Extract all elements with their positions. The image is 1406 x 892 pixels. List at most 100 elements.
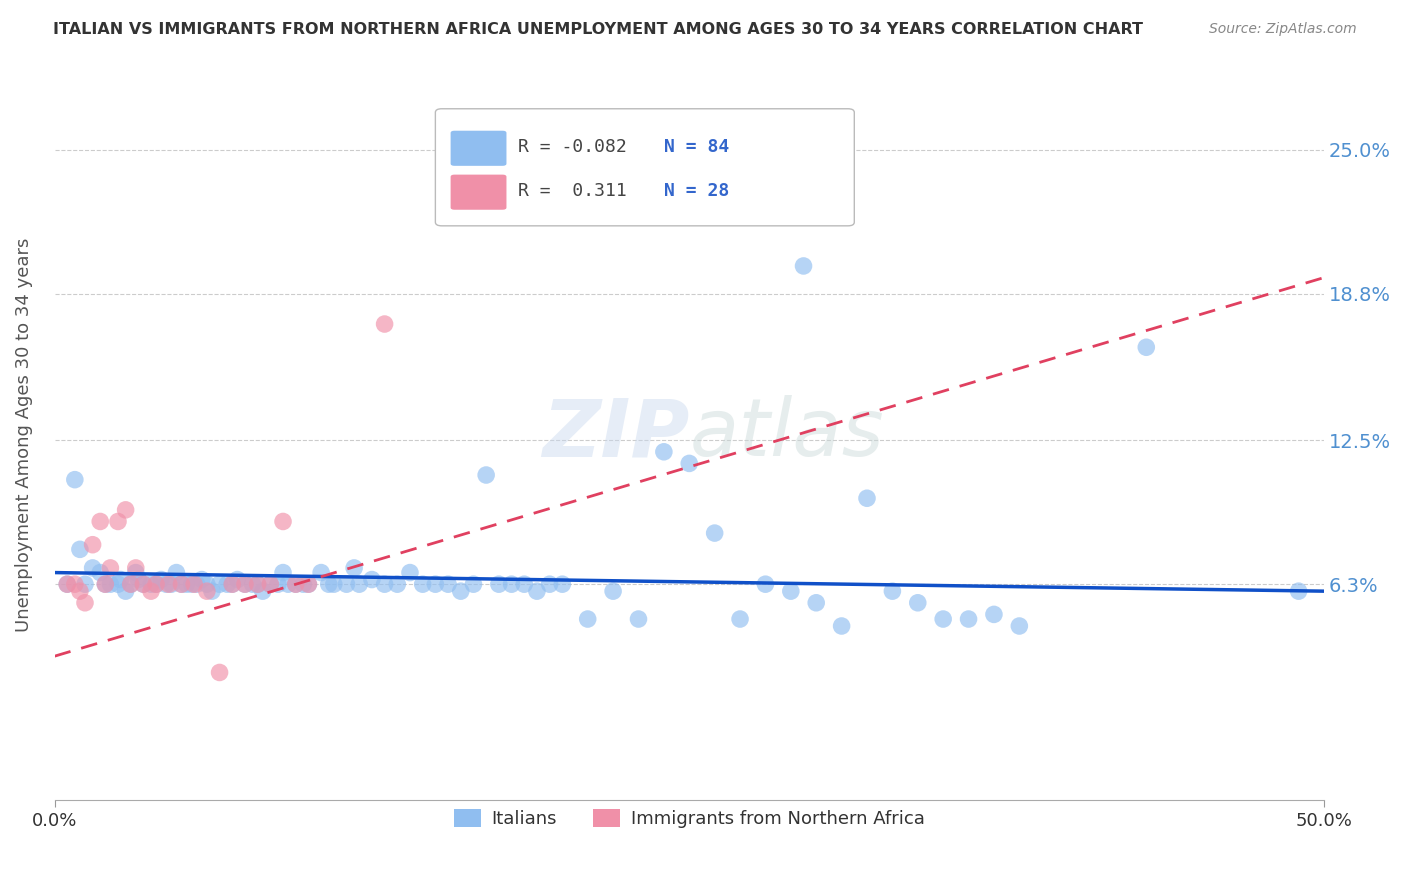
Point	[412, 577, 434, 591]
Point	[361, 573, 384, 587]
Point	[69, 584, 91, 599]
Point	[284, 577, 307, 591]
Point	[246, 577, 269, 591]
Text: atlas: atlas	[689, 395, 884, 474]
Point	[170, 577, 193, 591]
Point	[114, 503, 136, 517]
Point	[831, 619, 853, 633]
Point	[488, 577, 510, 591]
Point	[277, 577, 299, 591]
Legend: Italians, Immigrants from Northern Africa: Italians, Immigrants from Northern Afric…	[446, 801, 932, 835]
Point	[297, 577, 319, 591]
Point	[139, 584, 162, 599]
Point	[501, 577, 523, 591]
Text: R = -0.082: R = -0.082	[517, 137, 627, 156]
Point	[191, 573, 214, 587]
Point	[139, 577, 162, 591]
Point	[425, 577, 447, 591]
Point	[374, 577, 396, 591]
Point	[73, 596, 96, 610]
Point	[94, 577, 117, 591]
Point	[259, 577, 281, 591]
Point	[437, 577, 460, 591]
Point	[233, 577, 256, 591]
Point	[252, 584, 274, 599]
Point	[221, 577, 243, 591]
Point	[226, 573, 249, 587]
Point	[100, 561, 122, 575]
Point	[132, 577, 155, 591]
Point	[89, 515, 111, 529]
Point	[322, 577, 344, 591]
Point	[297, 577, 319, 591]
Point	[56, 577, 79, 591]
Point	[100, 577, 122, 591]
Point	[374, 317, 396, 331]
Point	[475, 468, 498, 483]
Point	[387, 577, 409, 591]
FancyBboxPatch shape	[450, 131, 506, 166]
Point	[513, 577, 536, 591]
Point	[82, 561, 104, 575]
Point	[882, 584, 904, 599]
Point	[82, 538, 104, 552]
Text: ITALIAN VS IMMIGRANTS FROM NORTHERN AFRICA UNEMPLOYMENT AMONG AGES 30 TO 34 YEAR: ITALIAN VS IMMIGRANTS FROM NORTHERN AFRI…	[53, 22, 1143, 37]
Point	[145, 577, 167, 591]
Point	[208, 665, 231, 680]
Point	[347, 577, 370, 591]
Point	[806, 596, 828, 610]
Point	[463, 577, 485, 591]
Point	[160, 577, 183, 591]
Point	[779, 584, 801, 599]
Point	[120, 577, 142, 591]
Point	[89, 566, 111, 580]
Point	[856, 491, 879, 506]
Point	[63, 473, 86, 487]
Point	[183, 577, 205, 591]
Point	[318, 577, 340, 591]
Point	[259, 577, 281, 591]
Text: ZIP: ZIP	[541, 395, 689, 474]
Y-axis label: Unemployment Among Ages 30 to 34 years: Unemployment Among Ages 30 to 34 years	[15, 237, 32, 632]
Point	[267, 577, 290, 591]
Point	[170, 577, 193, 591]
Point	[63, 577, 86, 591]
Point	[120, 577, 142, 591]
Point	[292, 577, 315, 591]
Point	[792, 259, 814, 273]
Point	[932, 612, 955, 626]
Point	[208, 577, 231, 591]
Point	[703, 526, 725, 541]
Point	[150, 573, 173, 587]
Point	[155, 577, 177, 591]
Point	[576, 612, 599, 626]
Point	[217, 577, 239, 591]
Point	[132, 577, 155, 591]
Point	[107, 577, 129, 591]
Point	[602, 584, 624, 599]
Point	[73, 577, 96, 591]
Point	[176, 577, 198, 591]
Point	[538, 577, 561, 591]
Point	[728, 612, 751, 626]
Point	[1288, 584, 1310, 599]
Point	[125, 566, 148, 580]
Point	[335, 577, 357, 591]
Point	[127, 573, 149, 587]
Point	[180, 577, 202, 591]
Text: R =  0.311: R = 0.311	[517, 182, 627, 200]
Point	[195, 584, 218, 599]
Point	[271, 566, 294, 580]
Point	[450, 584, 472, 599]
Point	[195, 577, 218, 591]
Point	[56, 577, 79, 591]
Point	[69, 542, 91, 557]
Point	[678, 457, 700, 471]
Point	[627, 612, 650, 626]
FancyBboxPatch shape	[450, 175, 506, 210]
Point	[145, 577, 167, 591]
Point	[652, 444, 675, 458]
Point	[271, 515, 294, 529]
Point	[201, 584, 224, 599]
Point	[157, 577, 180, 591]
